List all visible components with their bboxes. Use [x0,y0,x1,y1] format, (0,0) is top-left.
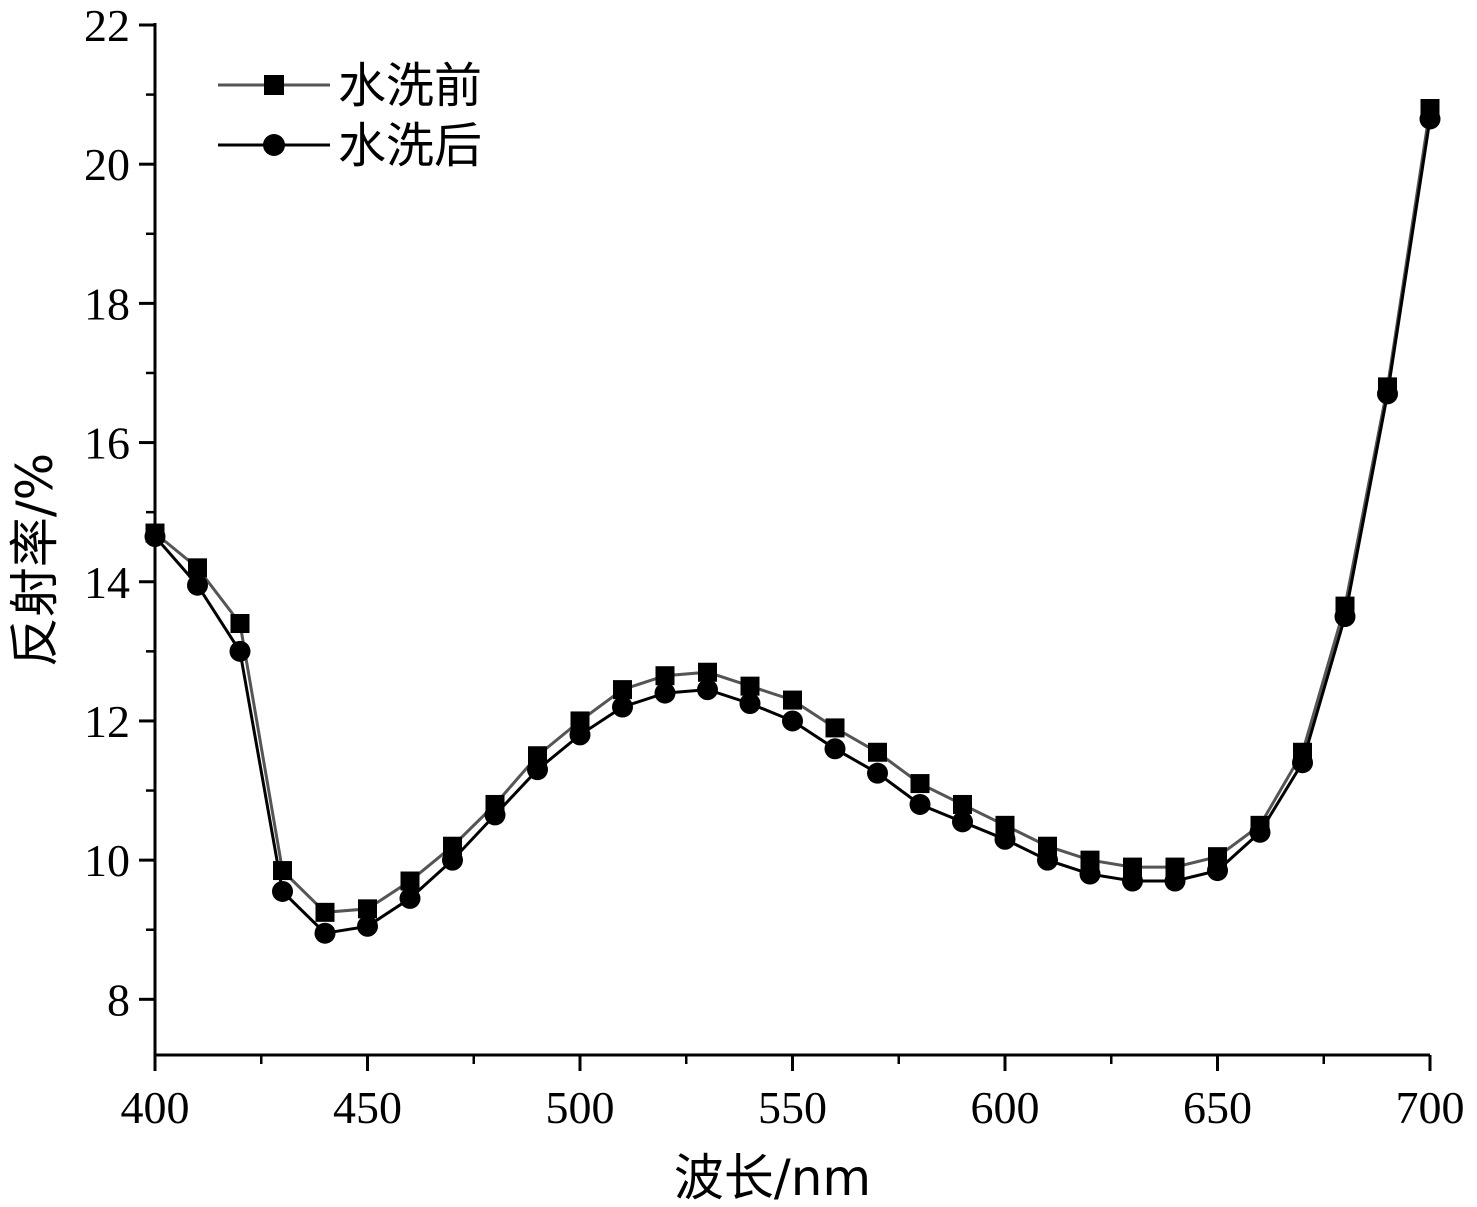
legend-item-2: 水洗后 [218,118,482,174]
data-point-circle [399,887,421,909]
data-point-square [358,899,377,919]
data-point-circle [442,849,463,871]
y-tick-label: 16 [84,418,130,469]
data-point-circle [1292,752,1313,774]
data-point-circle [1037,849,1058,871]
data-point-circle [1122,870,1143,892]
data-point-circle [1334,606,1356,628]
data-point-circle [697,679,718,701]
y-axis-title: 反射率/% [6,453,64,667]
legend-label: 水洗前 [338,58,482,114]
data-point-circle [357,915,378,937]
data-point-square [655,666,675,686]
legend-item-1: 水洗前 [218,58,482,114]
data-point-circle [1079,863,1101,885]
data-point-circle [909,793,931,815]
y-tick-label: 22 [84,0,130,51]
data-point-circle [569,724,591,746]
data-point-circle [1207,860,1228,882]
data-point-square [740,676,760,696]
data-point-circle [654,682,676,704]
data-point-circle [144,526,166,548]
series-2 [144,108,1441,944]
data-point-circle [612,696,633,718]
x-tick-label: 450 [333,1082,402,1133]
series-line [154,108,1432,914]
data-point-square [953,794,972,814]
axes: 400 450 500 550 600 650 700 8 10 12 14 16 18 20 22 [84,0,1465,1133]
data-point-circle [229,640,251,662]
data-point-square [230,614,250,634]
data-point-square [868,742,887,762]
data-point-circle [1377,383,1398,405]
legend-marker-circle [263,134,285,156]
x-tick-label: 600 [971,1082,1040,1133]
legend-label: 水洗后 [338,118,482,174]
x-tick-label: 650 [1183,1082,1252,1133]
series-1 [145,99,1440,922]
x-axis-title: 波长/nm [674,1149,871,1207]
legend-marker-square [264,75,284,95]
data-point-circle [1419,108,1441,130]
y-tick-label: 10 [84,835,130,886]
y-tick-label: 14 [84,557,130,608]
data-point-square [315,902,335,922]
data-point-circle [994,828,1016,850]
x-tick-label: 500 [546,1082,615,1133]
y-tick-label: 12 [84,696,130,747]
data-point-square [400,871,420,891]
data-point-square [273,861,292,881]
x-tick-label: 400 [121,1082,190,1133]
data-point-circle [867,762,888,784]
y-tick-label: 18 [84,278,130,329]
data-point-square [783,690,802,710]
data-point-circle [314,922,336,944]
data-point-square [910,774,930,794]
data-point-circle [824,738,846,760]
data-point-square [825,718,845,738]
data-point-square [698,662,717,682]
data-point-circle [272,880,293,902]
data-point-circle [782,710,803,732]
x-tick-label: 700 [1396,1082,1465,1133]
data-point-square [188,558,207,578]
data-point-circle [1164,870,1186,892]
data-point-circle [484,804,506,826]
series-group [144,99,1441,944]
data-point-circle [952,811,973,833]
data-point-circle [739,693,761,715]
x-tick-label: 550 [758,1082,827,1133]
data-point-square [613,680,632,700]
data-point-circle [527,759,548,781]
data-point-circle [1249,821,1271,843]
series-line [153,118,1432,935]
y-tick-label: 8 [107,974,130,1025]
y-tick-label: 20 [84,139,130,190]
data-point-circle [187,574,208,596]
